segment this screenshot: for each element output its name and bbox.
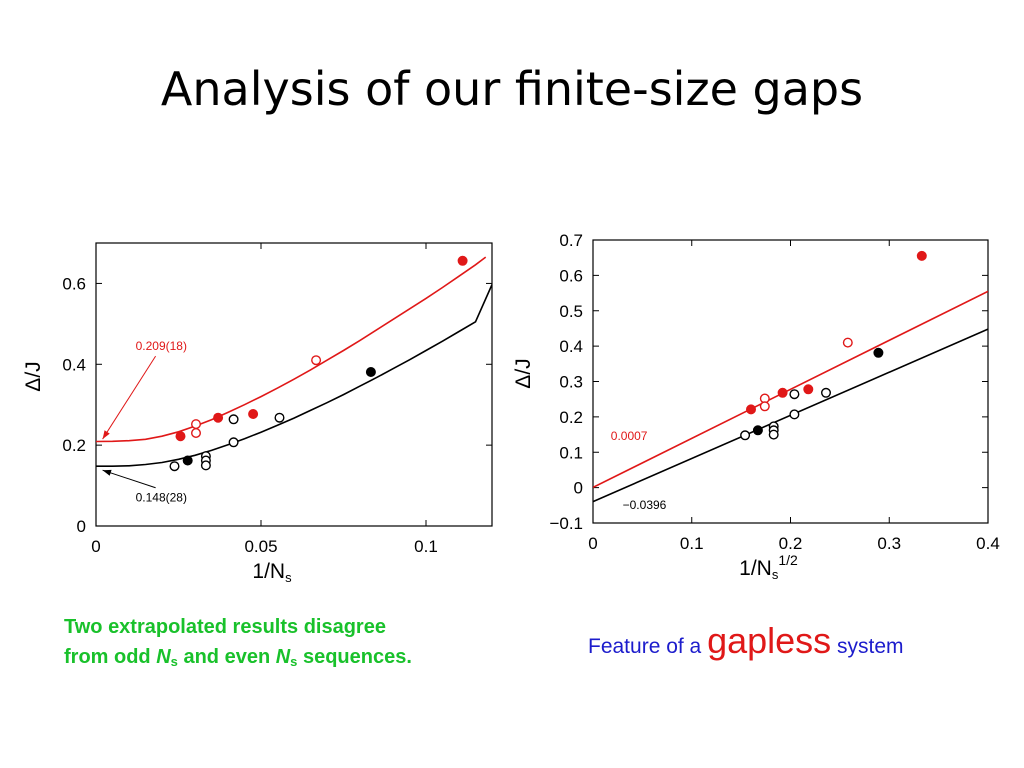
right-x-tick-label: 0.2 xyxy=(779,534,803,553)
right-data-point xyxy=(789,389,800,400)
left-annotation-arrowhead xyxy=(102,430,110,440)
right-x-tick-label: 0.1 xyxy=(680,534,704,553)
right-y-axis-label: Δ/J xyxy=(512,358,535,388)
right-data-point xyxy=(842,337,853,348)
right-y-tick-label: 0.1 xyxy=(559,443,583,462)
left-data-point xyxy=(248,409,259,420)
right-y-tick-label: 0.6 xyxy=(559,266,583,285)
right-y-tick-label: −0.1 xyxy=(549,514,583,533)
right-annotation: −0.0396 xyxy=(623,498,667,512)
right-y-tick-label: 0.3 xyxy=(559,373,583,392)
right-y-tick-label: 0.2 xyxy=(559,408,583,427)
left-data-point xyxy=(228,437,239,448)
left-y-tick-label: 0.6 xyxy=(62,274,86,293)
right-x-tick-label: 0 xyxy=(588,534,597,553)
right-data-point xyxy=(759,401,770,412)
left-y-tick-label: 0.4 xyxy=(62,355,86,374)
right-x-tick-label: 0.3 xyxy=(877,534,901,553)
right-data-point xyxy=(821,387,832,398)
caption-left-text-b: and even xyxy=(177,646,276,668)
left-y-axis-label: Δ/J xyxy=(22,361,45,391)
left-annotation: 0.148(28) xyxy=(136,491,187,505)
right-data-point xyxy=(740,430,751,441)
right-fit-line-red xyxy=(593,290,988,489)
right-x-tick-label: 0.4 xyxy=(976,534,1000,553)
left-plot-frame xyxy=(95,242,493,527)
caption-ns-even-sub: s xyxy=(290,654,298,669)
right-data-point xyxy=(752,425,763,436)
left-annotation-arrow xyxy=(102,355,157,440)
right-data-point xyxy=(789,409,800,420)
right-y-tick-label: 0 xyxy=(574,479,583,498)
caption-ns-odd-sub: s xyxy=(170,654,178,669)
caption-gapless: gapless xyxy=(707,620,832,661)
caption-left-text-c: sequences. xyxy=(297,646,412,668)
left-data-point xyxy=(175,431,186,442)
left-data-point xyxy=(169,461,180,472)
caption-right-text-b: system xyxy=(831,635,904,658)
left-data-point xyxy=(228,414,239,425)
left-data-point xyxy=(200,460,211,471)
right-x-axis-label: 1/Ns1/2 xyxy=(739,552,798,582)
right-data-point xyxy=(873,347,884,358)
left-x-tick-label: 0 xyxy=(91,537,100,556)
left-annotation: 0.209(18) xyxy=(136,339,187,353)
right-data-point xyxy=(803,384,814,395)
caption-right: Feature of a gapless system xyxy=(588,620,1018,662)
left-x-axis-label: 1/Ns xyxy=(252,560,292,585)
left-fit-line-black xyxy=(96,284,492,467)
left-data-point xyxy=(365,367,376,378)
right-y-tick-label: 0.4 xyxy=(559,337,583,356)
left-fit-line-red xyxy=(96,256,487,443)
left-y-tick-label: 0.2 xyxy=(62,436,86,455)
caption-right-text-a: Feature of a xyxy=(588,635,708,658)
slide-title: Analysis of our finite-size gaps xyxy=(160,62,864,116)
right-data-point xyxy=(777,387,788,398)
caption-left: Two extrapolated results disagree from o… xyxy=(64,612,524,677)
left-data-point xyxy=(457,255,468,266)
left-data-point xyxy=(190,428,201,439)
left-data-point xyxy=(311,355,322,366)
left-y-tick-label: 0 xyxy=(77,517,86,536)
left-data-point xyxy=(213,412,224,423)
left-x-tick-label: 0.05 xyxy=(244,537,277,556)
left-data-point xyxy=(274,412,285,423)
right-y-tick-label: 0.7 xyxy=(559,231,583,250)
left-data-point xyxy=(182,455,193,466)
caption-left-line1: Two extrapolated results disagree xyxy=(64,616,386,638)
caption-ns-odd: N xyxy=(156,646,171,668)
right-plot-frame xyxy=(592,239,989,524)
right-data-point xyxy=(768,429,779,440)
right-data-point xyxy=(916,250,927,261)
left-annotation-arrowhead xyxy=(102,469,112,476)
caption-left-text-a: from odd xyxy=(64,646,157,668)
caption-ns-even: N xyxy=(275,646,291,668)
right-y-tick-label: 0.5 xyxy=(559,302,583,321)
left-x-tick-label: 0.1 xyxy=(414,537,438,556)
right-data-point xyxy=(746,404,757,415)
left-annotation-arrow xyxy=(102,469,156,489)
right-annotation: 0.0007 xyxy=(611,429,648,443)
